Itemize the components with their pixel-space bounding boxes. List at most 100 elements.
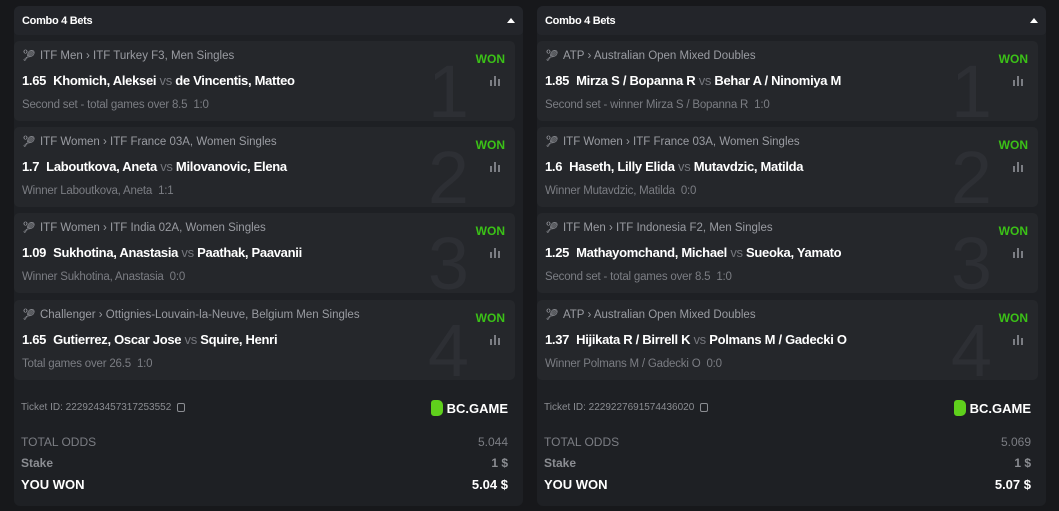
collapse-icon[interactable]: [507, 18, 515, 23]
score: 0:0: [680, 185, 697, 197]
vs-label: vs: [678, 159, 691, 174]
home-player: Sukhotina, Anastasia: [53, 245, 179, 260]
selection: Winner Laboutkova, Aneta: [22, 185, 153, 197]
won-value: 5.04 $: [471, 477, 508, 492]
copy-icon[interactable]: [700, 403, 709, 412]
league-name[interactable]: ITF Women › ITF France 03A, Women Single…: [562, 135, 800, 148]
bet-ticket-card: Combo 4 Bets 🎾︎ ATP › Australian Open Mix…: [537, 6, 1046, 506]
away-player: Paathak, Paavanii: [197, 245, 302, 260]
stats-icon[interactable]: [490, 335, 500, 345]
league-name[interactable]: Challenger › Ottignies-Louvain-la-Neuve,…: [39, 308, 360, 321]
league-name[interactable]: ITF Women › ITF France 03A, Women Single…: [39, 135, 277, 148]
vs-label: vs: [730, 245, 743, 260]
brand-name: BC.GAME: [969, 400, 1031, 416]
away-player: Sueoka, Yamato: [746, 245, 842, 260]
score: 1:0: [754, 99, 770, 111]
bet-item: 🎾︎ ITF Women › ITF India 02A, Women Singl…: [14, 213, 515, 293]
status-badge: WON: [475, 224, 505, 238]
bet-item: 🎾︎ ITF Men › ITF Indonesia F2, Men Single…: [537, 213, 1038, 293]
bet-index: 2: [427, 136, 469, 208]
brand-logo: BC.GAME: [953, 400, 1031, 416]
brand-name: BC.GAME: [446, 400, 508, 416]
logo-icon: [430, 400, 443, 416]
stake-value: 1 $: [1014, 456, 1031, 470]
bet-index: 4: [427, 309, 469, 381]
stake-label: Stake: [544, 456, 577, 470]
home-player: Hijikata R / Birrell K: [576, 332, 691, 347]
combo-title: Combo 4 Bets: [22, 14, 93, 27]
tennis-icon: 🎾︎: [545, 222, 559, 234]
status-badge: WON: [475, 311, 505, 325]
odds: 1.85: [545, 73, 570, 88]
score: 1:1: [158, 185, 174, 197]
bet-index: 1: [950, 50, 992, 122]
selection: Second set - total games over 8.5: [22, 99, 188, 111]
bet-item: 🎾︎ ITF Men › ITF Turkey F3, Men Singles 1…: [14, 41, 515, 121]
total-odds-label: TOTAL ODDS: [21, 435, 97, 449]
selection: Winner Mutavdzic, Matilda: [545, 185, 675, 197]
vs-label: vs: [160, 159, 173, 174]
score: 0:0: [706, 358, 722, 370]
bet-index: 1: [427, 50, 469, 122]
away-player: Mutavdzic, Matilda: [693, 159, 804, 174]
combo-header[interactable]: Combo 4 Bets: [537, 6, 1046, 35]
bet-ticket-card: Combo 4 Bets 🎾︎ ITF Men › ITF Turkey F3, …: [14, 6, 523, 506]
league-name[interactable]: ITF Men › ITF Indonesia F2, Men Singles: [562, 221, 773, 234]
bet-index: 4: [950, 309, 992, 381]
selection: Total games over 26.5: [22, 358, 131, 370]
bet-index: 3: [950, 222, 992, 294]
odds: 1.6: [545, 159, 563, 174]
vs-label: vs: [698, 73, 712, 88]
home-player: Gutierrez, Oscar Jose: [53, 332, 182, 347]
league-name[interactable]: ITF Men › ITF Turkey F3, Men Singles: [39, 49, 235, 62]
tennis-icon: 🎾︎: [22, 309, 36, 321]
odds: 1.37: [545, 332, 570, 347]
away-player: Polmans M / Gadecki O: [709, 332, 847, 347]
status-badge: WON: [998, 311, 1028, 325]
tennis-icon: 🎾︎: [545, 309, 559, 321]
home-player: Mathayomchand, Michael: [576, 245, 727, 260]
selection: Winner Sukhotina, Anastasia: [22, 271, 164, 283]
won-label: YOU WON: [544, 477, 608, 492]
stake-label: Stake: [21, 456, 54, 470]
tennis-icon: 🎾︎: [545, 50, 559, 62]
league-name[interactable]: ATP › Australian Open Mixed Doubles: [562, 308, 756, 321]
score: 1:0: [193, 99, 209, 111]
ticket-id: Ticket ID: 2229243457317253552: [21, 402, 172, 413]
combo-title: Combo 4 Bets: [545, 14, 616, 27]
combo-header[interactable]: Combo 4 Bets: [14, 6, 523, 35]
brand-logo: BC.GAME: [430, 400, 508, 416]
odds: 1.25: [545, 245, 570, 260]
vs-label: vs: [184, 332, 198, 347]
stats-icon[interactable]: [490, 76, 500, 86]
stats-icon[interactable]: [1013, 335, 1023, 345]
bet-item: 🎾︎ ITF Women › ITF France 03A, Women Sing…: [537, 127, 1038, 207]
stats-icon[interactable]: [490, 248, 500, 258]
status-badge: WON: [998, 224, 1028, 238]
bet-item: 🎾︎ ITF Women › ITF France 03A, Women Sing…: [14, 127, 515, 207]
odds: 1.7: [22, 159, 40, 174]
selection: Second set - winner Mirza S / Bopanna R: [545, 99, 749, 111]
bet-item: 🎾︎ ATP › Australian Open Mixed Doubles 1 …: [537, 41, 1038, 121]
stats-icon[interactable]: [1013, 76, 1023, 86]
home-player: Mirza S / Bopanna R: [576, 73, 696, 88]
odds: 1.65: [22, 332, 47, 347]
home-player: Haseth, Lilly Elida: [569, 159, 675, 174]
bet-index: 3: [427, 222, 469, 294]
status-badge: WON: [475, 52, 505, 66]
vs-label: vs: [693, 332, 706, 347]
stats-icon[interactable]: [1013, 162, 1023, 172]
home-player: Khomich, Aleksei: [53, 73, 157, 88]
league-name[interactable]: ITF Women › ITF India 02A, Women Singles: [39, 221, 266, 234]
copy-icon[interactable]: [177, 403, 186, 412]
home-player: Laboutkova, Aneta: [46, 159, 157, 174]
collapse-icon[interactable]: [1030, 18, 1038, 23]
tennis-icon: 🎾︎: [545, 136, 559, 148]
score: 1:0: [136, 358, 153, 370]
league-name[interactable]: ATP › Australian Open Mixed Doubles: [562, 49, 756, 62]
odds: 1.09: [22, 245, 47, 260]
tennis-icon: 🎾︎: [22, 136, 36, 148]
stats-icon[interactable]: [1013, 248, 1023, 258]
odds: 1.65: [22, 73, 47, 88]
stats-icon[interactable]: [490, 162, 500, 172]
